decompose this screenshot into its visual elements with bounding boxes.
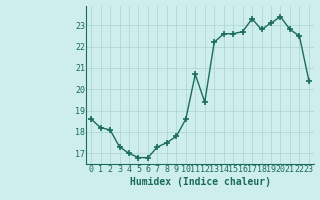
X-axis label: Humidex (Indice chaleur): Humidex (Indice chaleur)	[130, 177, 270, 187]
